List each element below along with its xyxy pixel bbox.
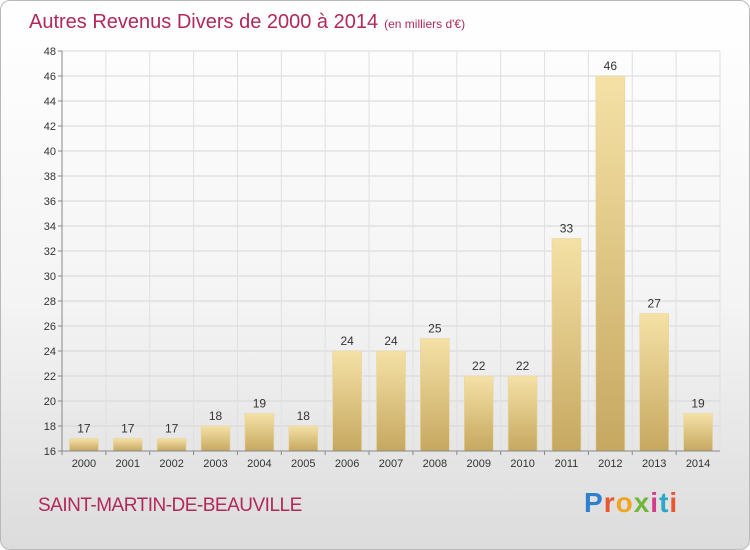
x-tick-label: 2013 bbox=[642, 458, 666, 470]
x-tick-label: 2012 bbox=[598, 458, 622, 470]
bar-2014 bbox=[683, 413, 713, 452]
bar-2003 bbox=[200, 425, 231, 452]
y-tick-label: 44 bbox=[44, 96, 56, 108]
x-tick-label: 2007 bbox=[379, 458, 403, 470]
bar-2002 bbox=[156, 438, 187, 452]
y-tick-label: 16 bbox=[44, 446, 56, 458]
y-tick-label: 36 bbox=[44, 196, 56, 208]
bar-2010 bbox=[507, 375, 538, 452]
data-label-2013: 27 bbox=[648, 297, 662, 311]
y-tick-label: 38 bbox=[44, 171, 56, 183]
bar-2013 bbox=[639, 313, 669, 452]
x-tick-label: 2001 bbox=[116, 458, 140, 470]
x-axis: 2000 2001 2002 2003 2004 2005 2006 2007 2008 2009… bbox=[61, 450, 720, 470]
bar-2001 bbox=[113, 438, 143, 452]
y-tick-label: 24 bbox=[44, 346, 56, 358]
bar-2012 bbox=[595, 75, 626, 452]
y-tick-label: 40 bbox=[44, 146, 56, 158]
y-tick-label: 28 bbox=[44, 296, 56, 308]
x-tick-label: 2000 bbox=[72, 458, 96, 470]
data-label-2001: 17 bbox=[121, 422, 135, 436]
data-label-2009: 22 bbox=[472, 359, 486, 373]
bar-2009 bbox=[463, 375, 494, 452]
data-label-2012: 46 bbox=[604, 59, 618, 73]
chart-subtitle: (en milliers d'€) bbox=[384, 17, 466, 31]
x-tick-label: 2008 bbox=[423, 458, 447, 470]
y-tick-label: 22 bbox=[44, 371, 56, 383]
x-tick-label: 2011 bbox=[555, 458, 579, 470]
city-name: SAINT-MARTIN-DE-BEAUVILLE bbox=[38, 495, 302, 516]
data-label-2004: 19 bbox=[253, 397, 267, 411]
bar-2011 bbox=[551, 238, 582, 452]
y-tick-label: 32 bbox=[44, 246, 56, 258]
y-tick-label: 42 bbox=[44, 121, 56, 133]
y-axis: 16 18 20 22 24 26 28 30 32 34 36 38 40 42 44 46 48 bbox=[44, 46, 63, 458]
x-tick-label: 2014 bbox=[686, 458, 710, 470]
data-label-2014: 19 bbox=[691, 397, 705, 411]
data-label-2005: 18 bbox=[297, 409, 311, 423]
data-label-2008: 25 bbox=[428, 322, 442, 336]
bar-2004 bbox=[244, 413, 275, 452]
y-tick-label: 26 bbox=[44, 321, 56, 333]
data-label-2011: 33 bbox=[560, 222, 574, 236]
x-tick-label: 2010 bbox=[510, 458, 534, 470]
y-tick-label: 20 bbox=[44, 396, 56, 408]
y-tick-label: 18 bbox=[44, 421, 56, 433]
data-label-2000: 17 bbox=[77, 422, 91, 436]
data-label-2010: 22 bbox=[516, 359, 530, 373]
bar-2000 bbox=[69, 438, 99, 452]
x-tick-label: 2003 bbox=[203, 458, 227, 470]
bar-2008 bbox=[420, 338, 450, 452]
y-tick-label: 34 bbox=[44, 221, 56, 233]
bar-2006 bbox=[332, 350, 362, 452]
bar-2005 bbox=[288, 425, 319, 452]
bar-2007 bbox=[376, 350, 406, 452]
data-label-2002: 17 bbox=[165, 422, 179, 436]
x-tick-label: 2006 bbox=[335, 458, 359, 470]
x-tick-label: 2009 bbox=[466, 458, 490, 470]
y-tick-label: 30 bbox=[44, 271, 56, 283]
x-tick-label: 2002 bbox=[159, 458, 183, 470]
bars: 17 17 17 18 19 18 24 24 25 22 22 33 46 27 19 bbox=[69, 59, 713, 452]
chart-title: Autres Revenus Divers de 2000 à 2014 (en … bbox=[29, 11, 466, 33]
proxiti-logo: Proxiti bbox=[584, 487, 679, 518]
data-label-2003: 18 bbox=[209, 409, 223, 423]
x-tick-label: 2004 bbox=[247, 458, 271, 470]
data-label-2007: 24 bbox=[384, 334, 398, 348]
y-tick-label: 46 bbox=[44, 71, 56, 83]
data-label-2006: 24 bbox=[340, 334, 354, 348]
x-tick-label: 2005 bbox=[291, 458, 315, 470]
y-tick-label: 48 bbox=[44, 46, 56, 58]
